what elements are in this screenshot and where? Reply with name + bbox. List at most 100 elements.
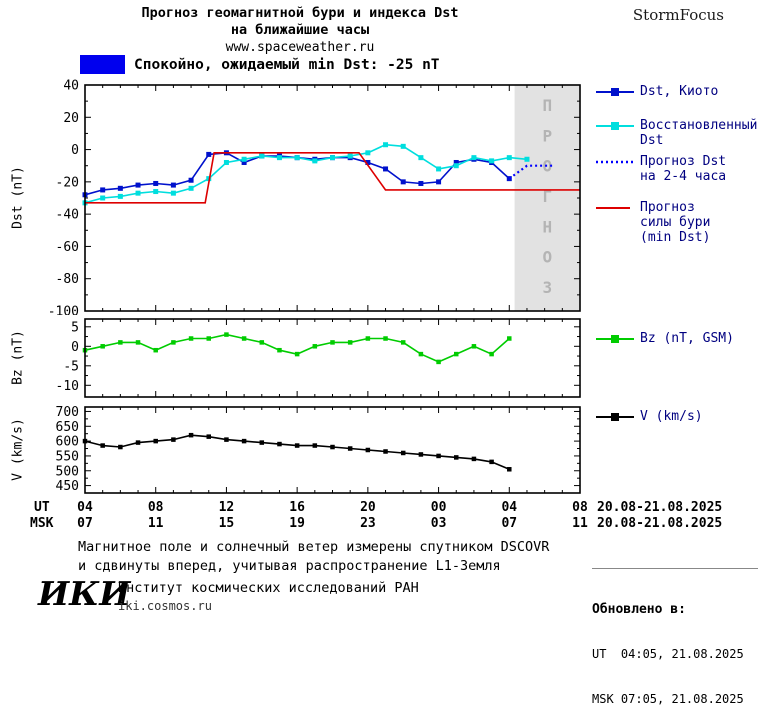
- legend-bz-label: Bz (nT, GSM): [640, 331, 734, 346]
- series-marker: [489, 459, 494, 465]
- series-marker: [418, 180, 424, 186]
- series-marker: [223, 159, 229, 165]
- y-tick-label: -40: [56, 208, 79, 223]
- y-tick-label: -10: [56, 379, 79, 394]
- series-line-3: [85, 152, 580, 204]
- site-url: www.spaceweather.ru: [225, 40, 375, 55]
- series-marker: [436, 166, 442, 172]
- series-marker: [118, 340, 123, 345]
- updated-msk: MSK 07:05, 21.08.2025: [592, 692, 744, 706]
- v-line-icon: [596, 413, 634, 421]
- series-marker: [206, 336, 211, 341]
- bz-line-icon: [596, 335, 634, 343]
- y-tick-label: 0: [71, 340, 79, 355]
- series-marker: [171, 437, 176, 442]
- ut-tick-row: 04 08 12 16 20 00 04 08: [30, 500, 588, 516]
- forecast-watermark-letter: Н: [542, 217, 552, 236]
- legend-storm-line3: (min Dst): [640, 230, 711, 245]
- series-marker: [436, 179, 442, 185]
- swatch-marker: [611, 335, 619, 343]
- series-marker: [277, 347, 282, 353]
- y-tick-label: -60: [56, 240, 79, 255]
- forecast-watermark-letter: Р: [542, 126, 552, 145]
- dst-forecast-dotted-line-icon: [596, 160, 634, 164]
- series-marker: [312, 158, 318, 164]
- series-marker: [135, 340, 141, 345]
- y-tick-label: -80: [56, 272, 79, 287]
- series-marker: [206, 434, 211, 439]
- series-marker: [453, 163, 459, 169]
- series-marker: [259, 340, 265, 345]
- x-tick-label: 23: [360, 516, 376, 531]
- series-marker: [135, 182, 141, 188]
- plot-border: [84, 318, 581, 398]
- ut-row-label: UT: [34, 500, 50, 515]
- legend-dst-restored-line2: Dst: [640, 133, 664, 148]
- series-marker: [294, 155, 300, 161]
- series-marker: [170, 182, 176, 188]
- series-marker: [489, 351, 494, 357]
- forecast-watermark-letter: О: [542, 248, 552, 267]
- institute-site-url: iki.cosmos.ru: [118, 599, 212, 613]
- swatch-marker: [611, 122, 619, 130]
- series-marker: [383, 166, 389, 172]
- updated-block: Обновлено в: UT 04:05, 21.08.2025 MSK 07…: [592, 568, 758, 722]
- series-marker: [347, 340, 353, 345]
- series-marker: [383, 142, 389, 148]
- series-marker: [224, 332, 229, 337]
- series-marker: [507, 467, 512, 472]
- series-marker: [188, 432, 194, 438]
- series-marker: [454, 351, 459, 357]
- plot-border: [84, 406, 581, 494]
- series-marker: [507, 336, 512, 341]
- series-marker: [294, 443, 300, 448]
- x-tick-label: 04: [501, 500, 518, 515]
- legend-dst-kyoto: Dst, Киото: [596, 84, 718, 99]
- series-marker: [471, 344, 477, 349]
- series-marker: [241, 336, 247, 341]
- bz-y-axis-label: Bz (nT): [10, 330, 26, 385]
- x-tick-label: 19: [289, 516, 305, 531]
- x-tick-label: 03: [430, 516, 447, 531]
- storm-forecast-page: { "header": { "title_line1": "Прогноз ге…: [10, 5, 758, 706]
- series-marker: [170, 190, 176, 196]
- status-color-swatch: [80, 55, 125, 74]
- forecast-band: [514, 85, 580, 311]
- series-marker: [241, 156, 247, 162]
- dst-y-axis-label: Dst (nT): [10, 166, 26, 229]
- series-marker: [506, 176, 512, 182]
- series-marker: [259, 440, 265, 445]
- plot-border: [84, 84, 581, 312]
- status-row: Спокойно, ожидаемый min Dst: -25 nT: [80, 55, 440, 74]
- x-tick-label: 11: [147, 516, 164, 531]
- institute-block: Институт космических исследований РАН ik…: [118, 580, 419, 613]
- storm-forecast-line-icon: [596, 207, 630, 209]
- y-tick-label: 600: [56, 435, 79, 450]
- iki-logo: ИКИ: [38, 574, 131, 613]
- x-tick-label: 12: [218, 500, 235, 515]
- series-marker: [241, 159, 247, 165]
- series-marker: [277, 441, 282, 447]
- series-marker: [100, 443, 105, 448]
- series-marker: [330, 340, 335, 345]
- legend-storm-forecast: Прогноз силы бури (min Dst): [596, 200, 710, 245]
- dst-kyoto-line-icon: [596, 88, 634, 96]
- y-tick-label: -20: [56, 175, 79, 190]
- y-tick-label: 450: [56, 479, 79, 494]
- updated-label: Обновлено в:: [592, 602, 686, 617]
- legend-bz: Bz (nT, GSM): [596, 331, 734, 346]
- x-tick-label: 04: [77, 500, 93, 515]
- series-marker: [330, 155, 335, 161]
- series-marker: [330, 444, 335, 450]
- y-tick-label: -100: [48, 305, 79, 316]
- series-marker: [224, 437, 229, 442]
- x-tick-label: 07: [77, 516, 93, 531]
- bz-chart: 5 0 -5 -10: [56, 318, 581, 398]
- series-marker: [383, 336, 388, 341]
- series-marker: [117, 185, 123, 191]
- legend-dst-forecast: Прогноз Dst на 2-4 часа: [596, 154, 726, 184]
- data-source-note: Магнитное поле и солнечный ветер измерен…: [78, 538, 549, 576]
- series-marker: [418, 351, 424, 357]
- x-tick-label: 08: [147, 500, 164, 515]
